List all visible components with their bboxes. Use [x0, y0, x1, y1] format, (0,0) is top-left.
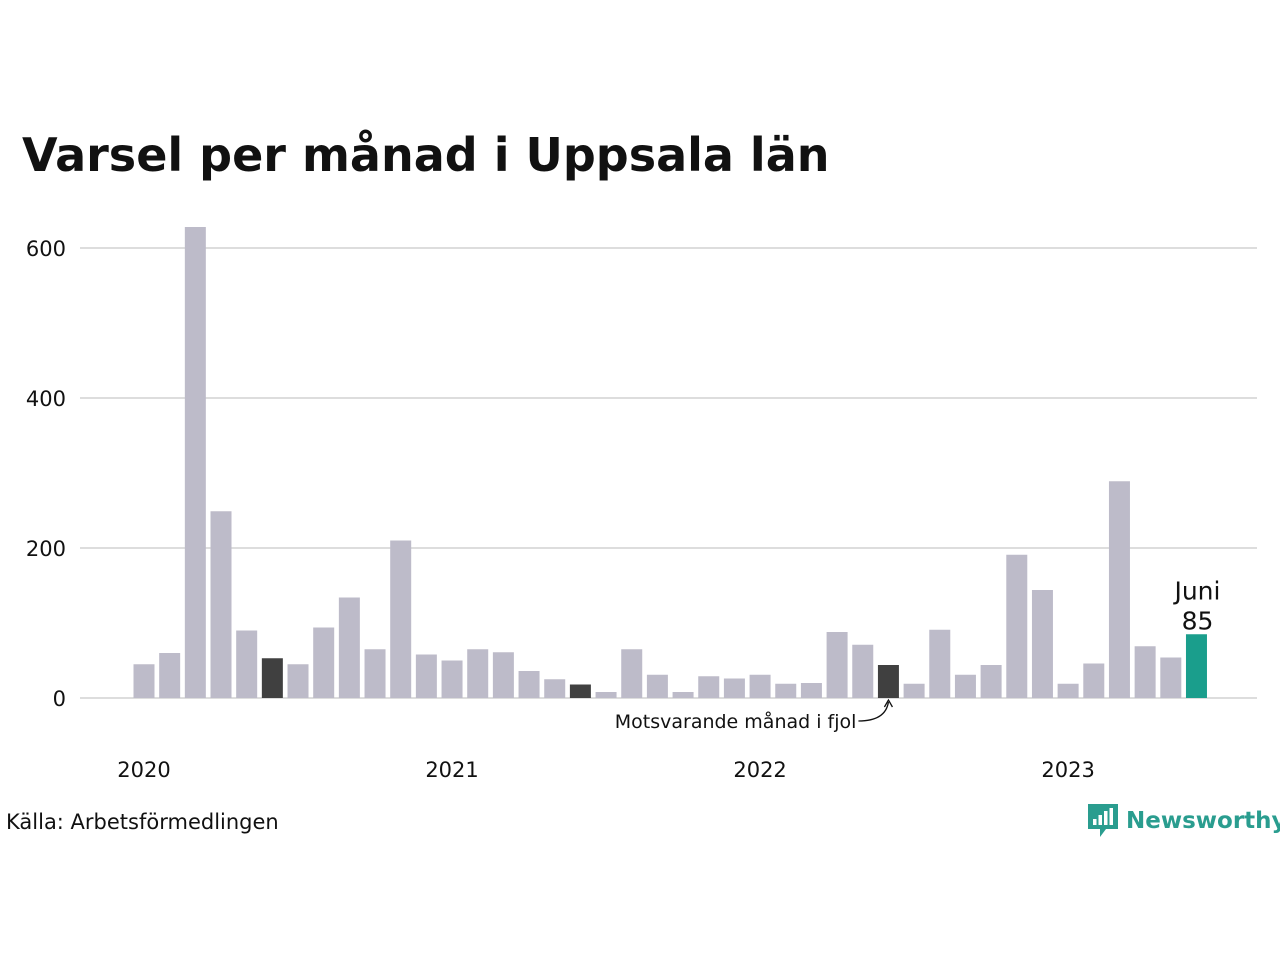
y-axis: 0 200 400 600: [26, 237, 66, 711]
bar: [621, 649, 643, 698]
x-axis: 2020 2021 2022 2023: [117, 758, 1095, 782]
bar: [698, 676, 720, 698]
bar: [723, 678, 745, 698]
bar: [1057, 683, 1079, 698]
bars: [133, 227, 1207, 698]
bar: [1083, 663, 1105, 698]
bar: [390, 540, 412, 698]
source-note: Källa: Arbetsförmedlingen: [6, 810, 279, 834]
bar: [646, 674, 668, 698]
y-tick-label: 0: [53, 687, 66, 711]
bar: [544, 679, 566, 698]
bar: [569, 684, 591, 698]
bar: [826, 632, 848, 698]
bar: [852, 644, 874, 698]
highlight-bar: [1185, 634, 1207, 698]
y-tick-label: 200: [26, 537, 66, 561]
bar: [441, 660, 463, 698]
bar: [1108, 481, 1130, 698]
bar: [903, 683, 925, 698]
bar: [672, 692, 694, 698]
x-tick-label: 2021: [425, 758, 478, 782]
y-tick-label: 400: [26, 387, 66, 411]
bar: [261, 658, 283, 698]
newsworthy-icon: [1088, 804, 1118, 837]
bar: [1134, 646, 1156, 698]
highlight-month-label: Juni: [1172, 576, 1220, 605]
bar: [236, 630, 258, 698]
bar: [287, 664, 309, 698]
bar: [775, 683, 797, 698]
x-tick-label: 2020: [117, 758, 170, 782]
bar: [184, 227, 206, 698]
x-tick-label: 2023: [1041, 758, 1094, 782]
bar: [133, 664, 155, 698]
bar: [364, 649, 386, 698]
bar: [749, 674, 771, 698]
bar: [313, 627, 335, 698]
bar: [159, 653, 181, 698]
bar: [877, 665, 899, 698]
bar: [1160, 657, 1182, 698]
bar: [595, 692, 617, 698]
bar: [415, 654, 437, 698]
brand-name: Newsworthy: [1126, 808, 1280, 834]
y-tick-label: 600: [26, 237, 66, 261]
annotation-arrow: [858, 701, 890, 722]
bar: [1031, 590, 1053, 698]
annotation-arrowhead: [883, 698, 893, 708]
bar: [492, 652, 514, 698]
bar: [518, 671, 540, 698]
bar: [1006, 554, 1028, 698]
chart-title: Varsel per månad i Uppsala län: [22, 128, 830, 182]
bar: [338, 597, 360, 698]
brand-logo: Newsworthy: [1088, 804, 1280, 838]
bar: [980, 665, 1002, 698]
annotation-label: Motsvarande månad i fjol: [615, 710, 857, 733]
bar: [467, 649, 489, 698]
bar: [210, 511, 232, 698]
bar: [800, 683, 822, 698]
highlight-value-label: 85: [1182, 606, 1214, 635]
x-tick-label: 2022: [733, 758, 786, 782]
bar: [929, 629, 951, 698]
bar: [954, 674, 976, 698]
